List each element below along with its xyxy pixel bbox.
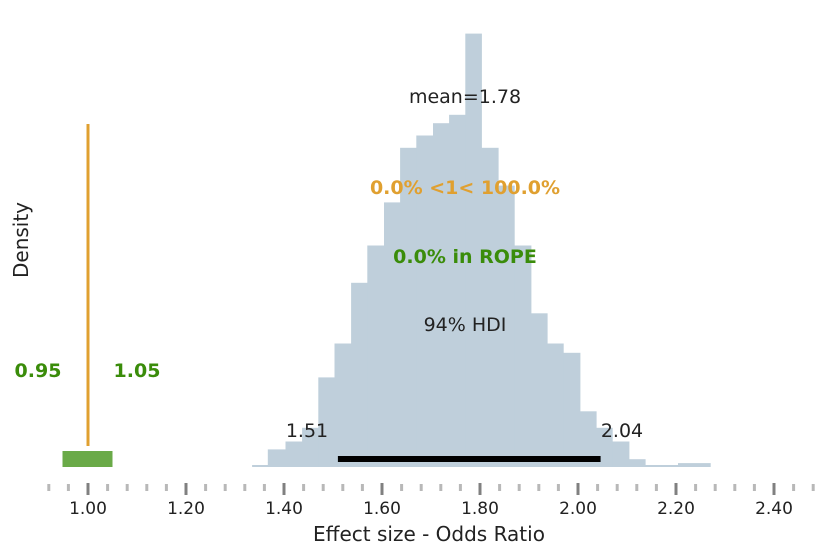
histogram-bar (678, 463, 711, 467)
histogram-bar (267, 449, 286, 467)
histogram-bar (285, 441, 303, 467)
histogram-bar (449, 114, 466, 468)
histogram-bar (580, 411, 597, 467)
histogram-bar (367, 245, 385, 467)
histogram-bar (481, 147, 499, 468)
hdi-high-label: 2.04 (601, 420, 643, 442)
x-tick-label: 2.20 (657, 499, 695, 519)
x-axis-ticks: 1.00 1.20 1.40 1.60 1.80 2.00 2.20 2.40 (47, 483, 815, 519)
hdi-low-label: 1.51 (286, 420, 328, 442)
y-axis-label: Density (9, 202, 33, 278)
histogram-bar (498, 185, 515, 467)
histogram-bar (465, 33, 482, 467)
x-tick-label: 1.80 (461, 499, 499, 519)
histogram-bar (351, 282, 368, 467)
histogram-bar (563, 352, 581, 467)
x-tick-label: 1.20 (167, 499, 205, 519)
rope-bar (62, 451, 113, 467)
mean-label: mean=1.78 (409, 86, 521, 108)
rope-low-label: 0.95 (15, 360, 62, 382)
histogram-bar (531, 313, 548, 467)
x-tick-label: 2.40 (755, 499, 793, 519)
rope-high-label: 1.05 (114, 360, 161, 382)
histogram-bar (416, 135, 434, 467)
histogram-bar (252, 465, 269, 467)
x-tick-label: 1.40 (265, 499, 303, 519)
histogram-bar (433, 123, 450, 467)
x-tick-label: 2.00 (559, 499, 597, 519)
histogram-bar (318, 377, 335, 467)
histogram-bar (661, 465, 679, 467)
histogram-bar (547, 343, 564, 467)
x-tick-label: 1.00 (69, 499, 107, 519)
rope-label: 0.0% in ROPE (393, 246, 537, 268)
histogram-bar (514, 245, 532, 467)
x-axis-label: Effect size - Odds Ratio (313, 522, 545, 546)
hdi-prob-label: 94% HDI (424, 314, 507, 336)
histogram-bar (645, 465, 662, 467)
histogram-bar (629, 459, 646, 467)
histogram-bar (334, 343, 352, 467)
histogram-bar (302, 427, 319, 467)
histogram-bar (400, 147, 417, 468)
histogram-bar (384, 202, 401, 467)
histogram-bars (252, 33, 711, 468)
reference-label: 0.0% <1< 100.0% (370, 177, 560, 199)
histogram-bar (612, 441, 630, 467)
x-tick-label: 1.60 (363, 499, 401, 519)
